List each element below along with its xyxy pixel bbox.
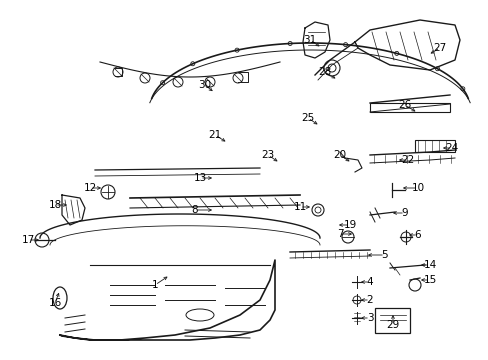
- Text: 22: 22: [401, 155, 414, 165]
- Text: 2: 2: [366, 295, 372, 305]
- Text: 23: 23: [261, 150, 274, 160]
- Text: 3: 3: [366, 313, 372, 323]
- Text: 7: 7: [336, 229, 343, 239]
- Bar: [414, 140, 454, 152]
- Bar: [369, 103, 449, 112]
- Text: 15: 15: [423, 275, 436, 285]
- Text: 27: 27: [432, 43, 446, 53]
- Text: 21: 21: [208, 130, 221, 140]
- Text: 12: 12: [83, 183, 97, 193]
- Text: 8: 8: [191, 205, 198, 215]
- Text: 18: 18: [48, 200, 61, 210]
- Text: 30: 30: [198, 80, 211, 90]
- Text: 17: 17: [21, 235, 35, 245]
- Bar: [374, 308, 409, 333]
- Text: 31: 31: [303, 35, 316, 45]
- Text: 28: 28: [318, 67, 331, 77]
- Text: 5: 5: [381, 250, 387, 260]
- Text: 24: 24: [445, 143, 458, 153]
- Text: 26: 26: [398, 100, 411, 110]
- Text: 29: 29: [386, 320, 399, 330]
- Text: 4: 4: [366, 277, 372, 287]
- Text: 14: 14: [423, 260, 436, 270]
- Text: 25: 25: [301, 113, 314, 123]
- Text: 10: 10: [410, 183, 424, 193]
- Text: 13: 13: [193, 173, 206, 183]
- Text: 1: 1: [151, 280, 158, 290]
- Text: 20: 20: [333, 150, 346, 160]
- Text: 6: 6: [414, 230, 421, 240]
- Text: 11: 11: [293, 202, 306, 212]
- Text: 16: 16: [48, 298, 61, 308]
- Text: 19: 19: [343, 220, 356, 230]
- Text: 9: 9: [401, 208, 407, 218]
